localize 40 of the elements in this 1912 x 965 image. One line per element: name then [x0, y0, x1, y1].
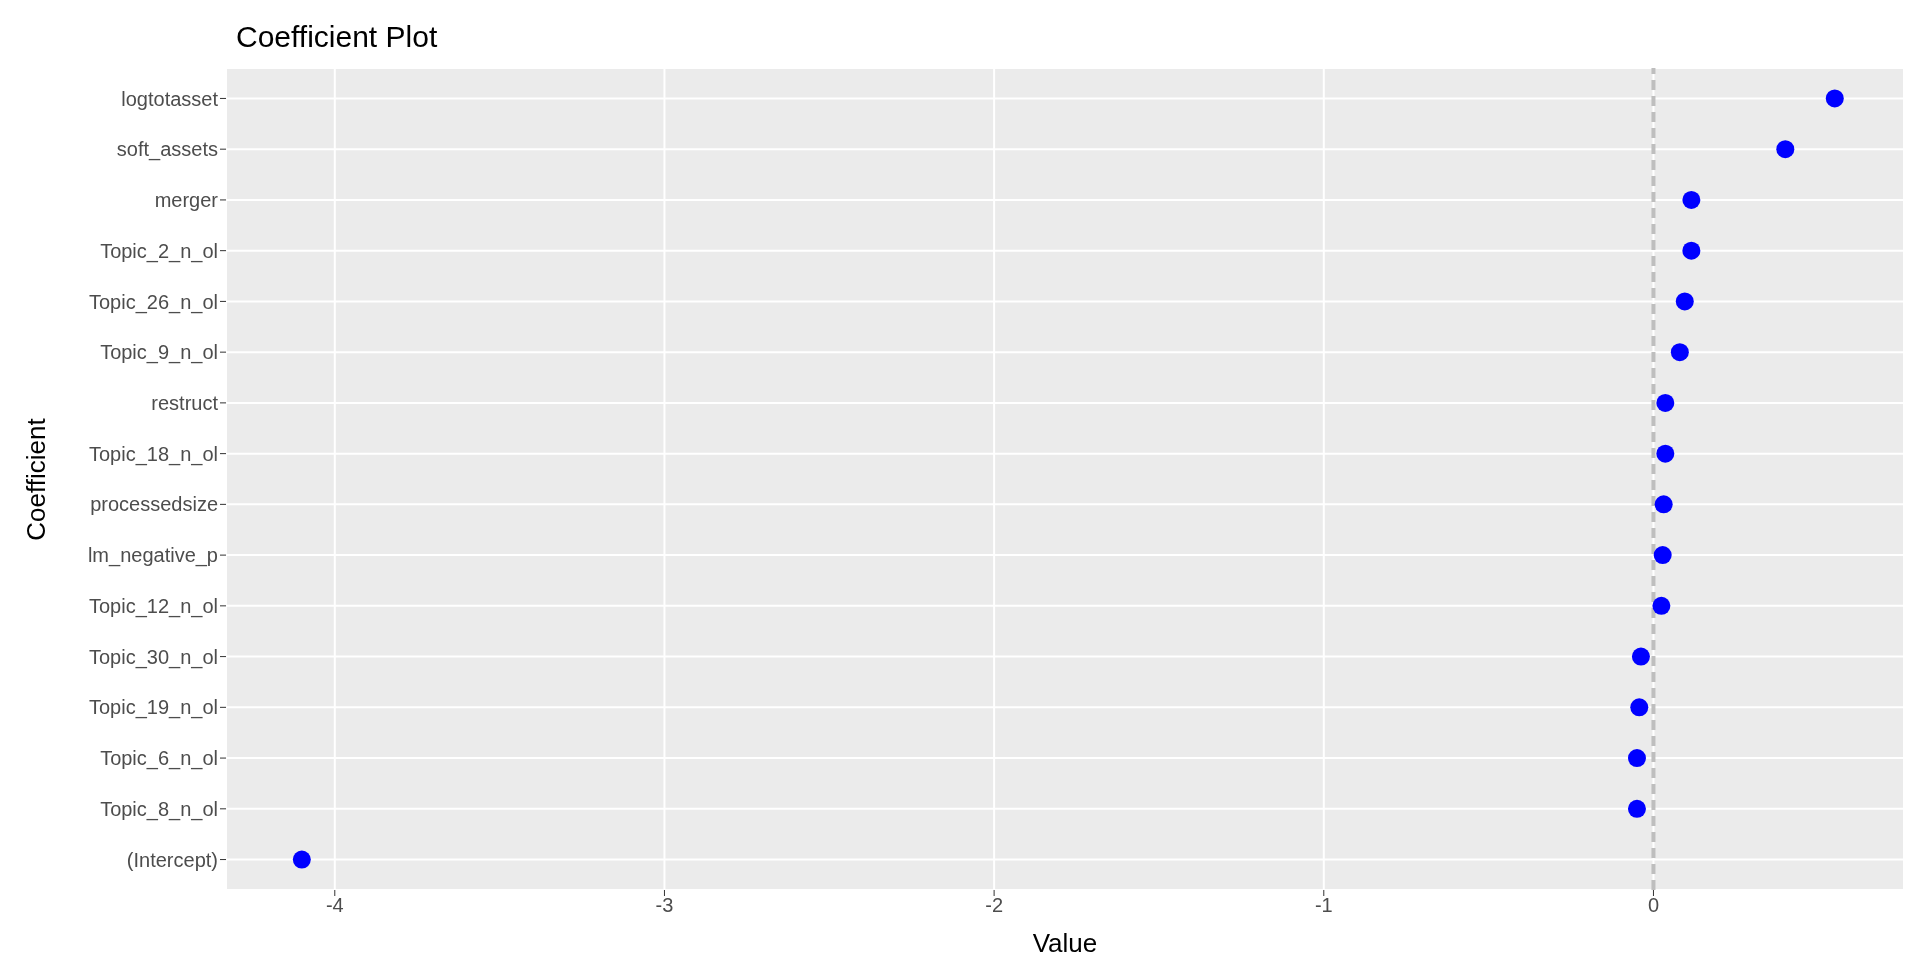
- y-tick-label: Topic_30_n_ol: [89, 645, 218, 669]
- y-tick-label: soft_assets: [116, 138, 218, 162]
- y-tick-label: logtotasset: [121, 87, 219, 110]
- point: [1682, 241, 1701, 260]
- point: [1776, 140, 1795, 159]
- y-tick-label: Topic_18_n_ol: [89, 442, 218, 466]
- y-tick-label: merger: [154, 189, 219, 212]
- y-tick-label: (Intercept): [126, 848, 218, 871]
- point: [292, 850, 311, 869]
- y-tick-label: Topic_19_n_ol: [89, 696, 218, 720]
- point: [1675, 292, 1694, 311]
- point: [1630, 698, 1649, 717]
- y-tick-label: Topic_9_n_ol: [100, 341, 218, 365]
- point: [1627, 749, 1646, 768]
- y-tick-label: Topic_6_n_ol: [100, 747, 218, 771]
- point: [1652, 596, 1671, 615]
- y-tick-label: Topic_8_n_ol: [100, 797, 218, 821]
- x-tick-label: -3: [655, 894, 674, 917]
- point: [1825, 89, 1844, 108]
- x-tick-label: -2: [985, 894, 1004, 917]
- point: [1627, 799, 1646, 818]
- point: [1682, 190, 1701, 209]
- x-tick-label: -1: [1314, 894, 1333, 917]
- point: [1654, 495, 1673, 514]
- point: [1656, 393, 1675, 412]
- x-axis-title: Value: [1031, 928, 1099, 959]
- point: [1670, 343, 1689, 362]
- chart-title: Coefficient Plot: [236, 20, 438, 54]
- point: [1656, 444, 1675, 463]
- x-tick-label: -4: [325, 894, 344, 917]
- y-tick-label: lm_negative_p: [87, 544, 218, 568]
- point: [1653, 546, 1672, 565]
- y-tick-label: restruct: [151, 391, 219, 414]
- y-tick-label: processedsize: [90, 493, 218, 516]
- point: [1631, 647, 1650, 666]
- y-tick-label: Topic_2_n_ol: [100, 239, 218, 263]
- x-tick-label: 0: [1647, 894, 1660, 917]
- y-tick-label: Topic_26_n_ol: [89, 290, 218, 314]
- y-axis-title: Coefficient: [20, 417, 52, 541]
- y-tick-label: Topic_12_n_ol: [89, 594, 218, 618]
